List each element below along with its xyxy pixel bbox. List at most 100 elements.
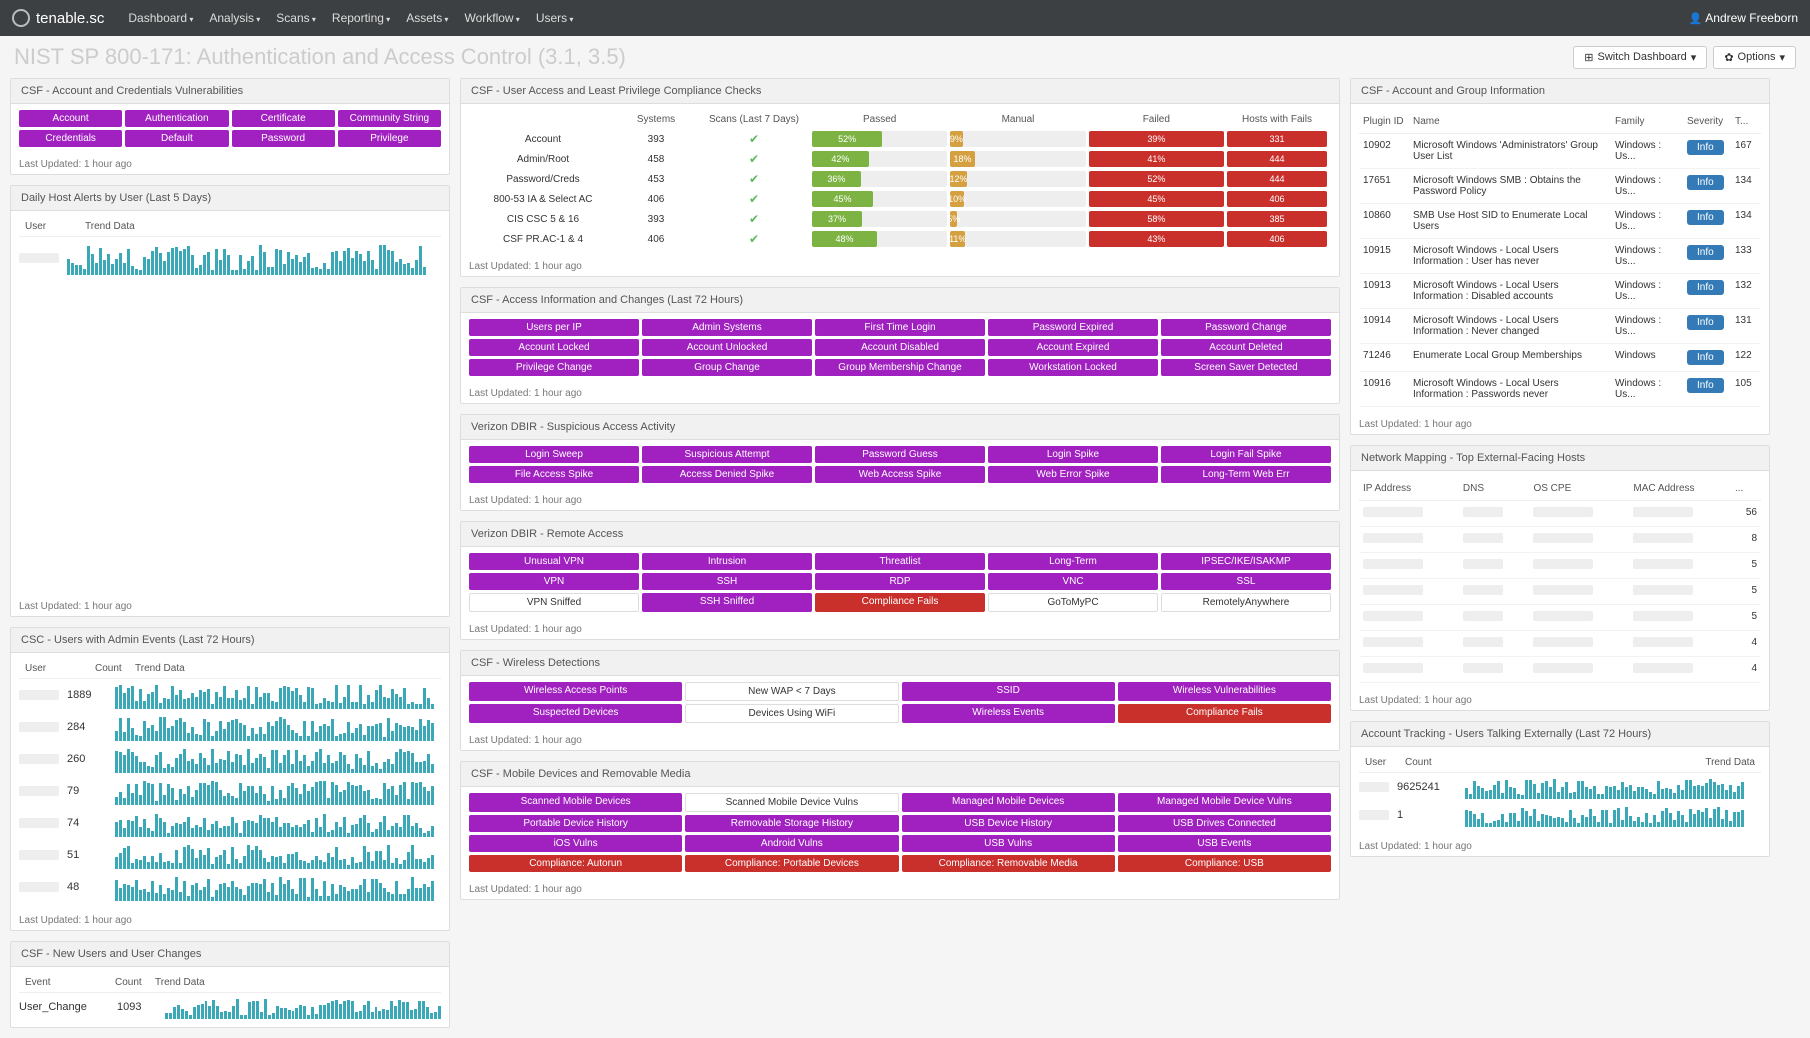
table-row[interactable]: CSF PR.AC-1 & 4406✔48%11%43%406 [469, 229, 1331, 249]
table-row[interactable]: 56 [1359, 501, 1761, 527]
nav-reporting[interactable]: Reporting [324, 11, 398, 25]
options-button[interactable]: ✿Options▾ [1713, 46, 1796, 69]
pill-ios-vulns[interactable]: iOS Vulns [469, 835, 682, 852]
table-row[interactable]: 10915Microsoft Windows - Local Users Inf… [1359, 239, 1761, 274]
table-row[interactable]: 4 [1359, 657, 1761, 683]
table-row[interactable]: 284 [19, 711, 441, 743]
pill-wireless-events[interactable]: Wireless Events [902, 704, 1115, 723]
pill-unusual-vpn[interactable]: Unusual VPN [469, 553, 639, 570]
nav-analysis[interactable]: Analysis [201, 11, 268, 25]
pill-compliance-autorun[interactable]: Compliance: Autorun [469, 855, 682, 872]
pill-wireless-vulnerabilities[interactable]: Wireless Vulnerabilities [1118, 682, 1331, 701]
pill-ssh-sniffed[interactable]: SSH Sniffed [642, 593, 812, 612]
pill-compliance-usb[interactable]: Compliance: USB [1118, 855, 1331, 872]
pill-ssl[interactable]: SSL [1161, 573, 1331, 590]
pill-users-per-ip[interactable]: Users per IP [469, 319, 639, 336]
severity-badge[interactable]: Info [1687, 350, 1724, 365]
severity-badge[interactable]: Info [1687, 315, 1724, 330]
pill-login-sweep[interactable]: Login Sweep [469, 446, 639, 463]
pill-account-unlocked[interactable]: Account Unlocked [642, 339, 812, 356]
pill-managed-mobile-device-vulns[interactable]: Managed Mobile Device Vulns [1118, 793, 1331, 812]
pill-ssh[interactable]: SSH [642, 573, 812, 590]
pill-vnc[interactable]: VNC [988, 573, 1158, 590]
pill-scanned-mobile-devices[interactable]: Scanned Mobile Devices [469, 793, 682, 812]
pill-removable-storage-history[interactable]: Removable Storage History [685, 815, 898, 832]
pill-compliance-fails[interactable]: Compliance Fails [1118, 704, 1331, 723]
table-row[interactable]: 8 [1359, 527, 1761, 553]
table-row[interactable]: 5 [1359, 579, 1761, 605]
pill-remotelyanywhere[interactable]: RemotelyAnywhere [1161, 593, 1331, 612]
pill-ipsec-ike-isakmp[interactable]: IPSEC/IKE/ISAKMP [1161, 553, 1331, 570]
table-row[interactable]: 51 [19, 839, 441, 871]
switch-dashboard-button[interactable]: ⊞Switch Dashboard▾ [1573, 46, 1707, 69]
pill-ssid[interactable]: SSID [902, 682, 1115, 701]
pill-group-change[interactable]: Group Change [642, 359, 812, 376]
pill-long-term[interactable]: Long-Term [988, 553, 1158, 570]
pill-long-term-web-err[interactable]: Long-Term Web Err [1161, 466, 1331, 483]
pill-first-time-login[interactable]: First Time Login [815, 319, 985, 336]
pill-usb-events[interactable]: USB Events [1118, 835, 1331, 852]
pill-portable-device-history[interactable]: Portable Device History [469, 815, 682, 832]
table-row[interactable]: 9625241 [1359, 773, 1761, 801]
table-row[interactable]: 10916Microsoft Windows - Local Users Inf… [1359, 372, 1761, 407]
brand[interactable]: tenable.sc [12, 9, 104, 27]
pill-login-spike[interactable]: Login Spike [988, 446, 1158, 463]
pill-community-string[interactable]: Community String [338, 110, 441, 127]
pill-compliance-fails[interactable]: Compliance Fails [815, 593, 985, 612]
pill-usb-device-history[interactable]: USB Device History [902, 815, 1115, 832]
pill-account[interactable]: Account [19, 110, 122, 127]
pill-wireless-access-points[interactable]: Wireless Access Points [469, 682, 682, 701]
pill-rdp[interactable]: RDP [815, 573, 985, 590]
table-row[interactable]: Admin/Root458✔42%18%41%444 [469, 149, 1331, 169]
table-row[interactable]: 10902Microsoft Windows 'Administrators' … [1359, 134, 1761, 169]
severity-badge[interactable]: Info [1687, 245, 1724, 260]
pill-privilege-change[interactable]: Privilege Change [469, 359, 639, 376]
table-row[interactable]: Account393✔52%9%39%331 [469, 129, 1331, 149]
table-row[interactable]: 1 [1359, 801, 1761, 829]
pill-android-vulns[interactable]: Android Vulns [685, 835, 898, 852]
pill-suspected-devices[interactable]: Suspected Devices [469, 704, 682, 723]
pill-password[interactable]: Password [232, 130, 335, 147]
severity-badge[interactable]: Info [1687, 210, 1724, 225]
table-row[interactable]: 4 [1359, 631, 1761, 657]
pill-compliance-removable-media[interactable]: Compliance: Removable Media [902, 855, 1115, 872]
pill-intrusion[interactable]: Intrusion [642, 553, 812, 570]
table-row[interactable]: 71246Enumerate Local Group MembershipsWi… [1359, 344, 1761, 372]
table-row[interactable]: 10914Microsoft Windows - Local Users Inf… [1359, 309, 1761, 344]
pill-account-disabled[interactable]: Account Disabled [815, 339, 985, 356]
pill-managed-mobile-devices[interactable]: Managed Mobile Devices [902, 793, 1115, 812]
pill-credentials[interactable]: Credentials [19, 130, 122, 147]
severity-badge[interactable]: Info [1687, 140, 1724, 155]
severity-badge[interactable]: Info [1687, 378, 1724, 393]
user-menu[interactable]: Andrew Freeborn [1689, 11, 1798, 25]
table-row[interactable]: Password/Creds453✔36%12%52%444 [469, 169, 1331, 189]
pill-certificate[interactable]: Certificate [232, 110, 335, 127]
pill-web-access-spike[interactable]: Web Access Spike [815, 466, 985, 483]
pill-usb-vulns[interactable]: USB Vulns [902, 835, 1115, 852]
nav-assets[interactable]: Assets [398, 11, 456, 25]
nav-dashboard[interactable]: Dashboard [120, 11, 201, 25]
pill-scanned-mobile-device-vulns[interactable]: Scanned Mobile Device Vulns [685, 793, 898, 812]
pill-vpn[interactable]: VPN [469, 573, 639, 590]
pill-privilege[interactable]: Privilege [338, 130, 441, 147]
pill-web-error-spike[interactable]: Web Error Spike [988, 466, 1158, 483]
pill-account-expired[interactable]: Account Expired [988, 339, 1158, 356]
table-row[interactable]: 5 [1359, 605, 1761, 631]
pill-vpn-sniffed[interactable]: VPN Sniffed [469, 593, 639, 612]
pill-admin-systems[interactable]: Admin Systems [642, 319, 812, 336]
pill-threatlist[interactable]: Threatlist [815, 553, 985, 570]
pill-account-locked[interactable]: Account Locked [469, 339, 639, 356]
table-row[interactable]: CIS CSC 5 & 16393✔37%5%58%385 [469, 209, 1331, 229]
table-row[interactable]: 74 [19, 807, 441, 839]
table-row[interactable]: 48 [19, 871, 441, 903]
table-row[interactable]: 5 [1359, 553, 1761, 579]
pill-file-access-spike[interactable]: File Access Spike [469, 466, 639, 483]
table-row[interactable]: 79 [19, 775, 441, 807]
pill-authentication[interactable]: Authentication [125, 110, 228, 127]
pill-group-membership-change[interactable]: Group Membership Change [815, 359, 985, 376]
pill-screen-saver-detected[interactable]: Screen Saver Detected [1161, 359, 1331, 376]
pill-login-fail-spike[interactable]: Login Fail Spike [1161, 446, 1331, 463]
table-row[interactable]: 17651Microsoft Windows SMB : Obtains the… [1359, 169, 1761, 204]
nav-scans[interactable]: Scans [268, 11, 324, 25]
pill-access-denied-spike[interactable]: Access Denied Spike [642, 466, 812, 483]
